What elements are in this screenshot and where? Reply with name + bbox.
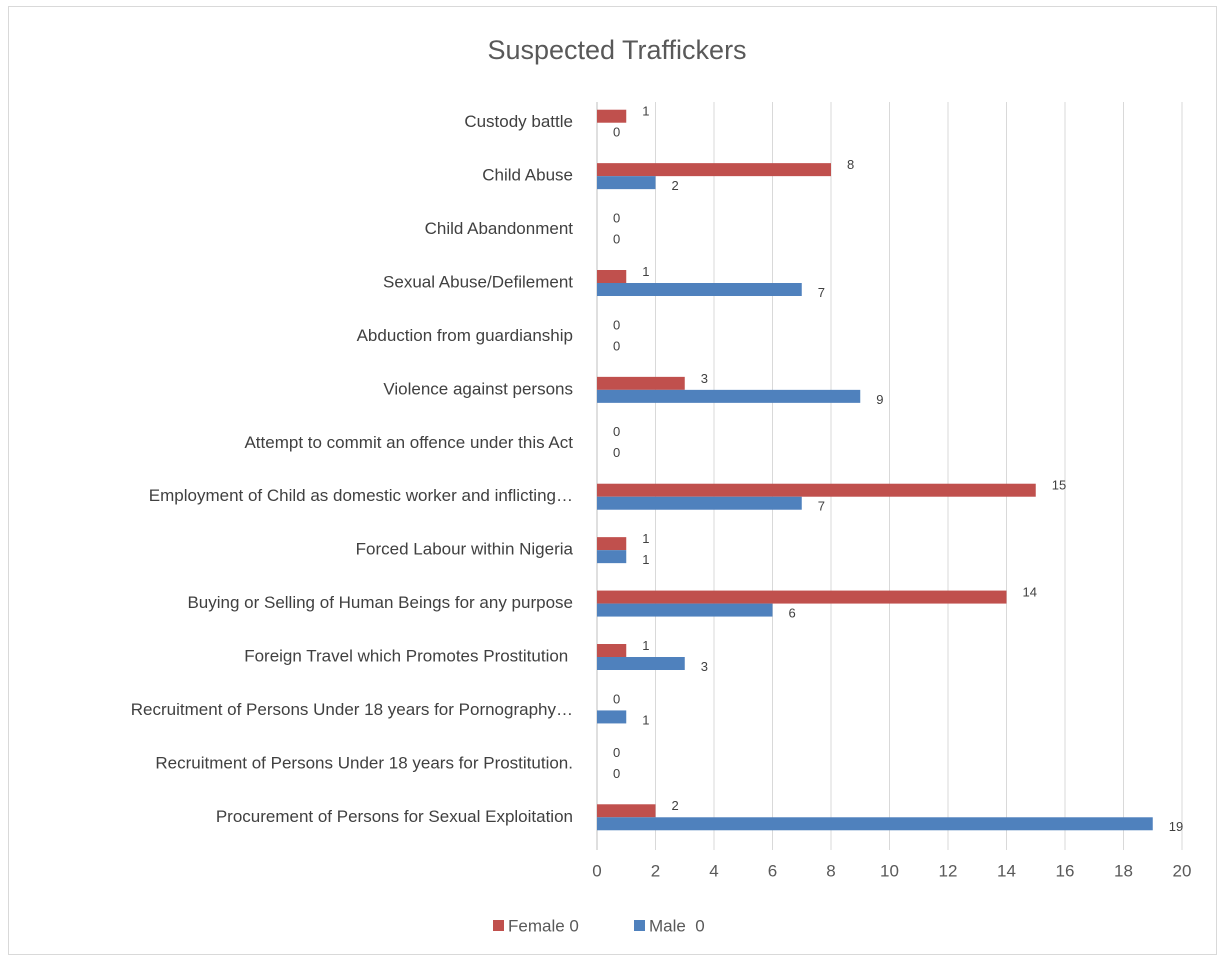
data-label: 15 [1052, 478, 1066, 493]
data-label: 1 [642, 712, 649, 727]
bar [597, 389, 861, 403]
y-tick-label: Custody battle [464, 112, 573, 131]
y-tick-label: Recruitment of Persons Under 18 years fo… [155, 753, 573, 772]
y-tick-label: Recruitment of Persons Under 18 years fo… [131, 700, 573, 719]
y-tick-label: Employment of Child as domestic worker a… [149, 486, 573, 505]
data-label: 2 [672, 798, 679, 813]
bar [597, 376, 685, 390]
bar [597, 483, 1036, 497]
legend-swatch [634, 920, 645, 931]
data-label: 0 [613, 766, 620, 781]
data-label: 1 [642, 552, 649, 567]
data-label: 0 [613, 232, 620, 247]
data-label: 2 [672, 178, 679, 193]
y-tick-label: Violence against persons [383, 379, 573, 398]
x-tick-label: 20 [1173, 861, 1192, 880]
x-tick-label: 4 [709, 861, 718, 880]
bar [597, 657, 685, 670]
bar [597, 537, 627, 551]
data-label: 1 [642, 264, 649, 279]
y-tick-label: Attempt to commit an offence under this … [244, 433, 573, 452]
x-tick-label: 16 [1056, 861, 1075, 880]
data-label: 0 [613, 211, 620, 226]
bar [597, 644, 627, 657]
bar [597, 590, 1007, 604]
x-tick-label: 0 [592, 861, 601, 880]
data-label: 3 [701, 659, 708, 674]
data-label: 0 [613, 691, 620, 706]
data-label: 6 [789, 606, 796, 621]
bar [597, 804, 656, 818]
legend-label: Male 0 [649, 916, 705, 935]
data-label: 0 [613, 445, 620, 460]
y-tick-label: Child Abandonment [425, 219, 574, 238]
data-label: 0 [613, 317, 620, 332]
data-label: 3 [701, 371, 708, 386]
y-tick-label: Procurement of Persons for Sexual Exploi… [216, 807, 573, 826]
x-tick-label: 6 [768, 861, 777, 880]
bar [597, 496, 802, 510]
data-label: 7 [818, 285, 825, 300]
bar [597, 163, 831, 177]
data-label: 0 [613, 424, 620, 439]
data-label: 1 [642, 638, 649, 653]
y-tick-label: Forced Labour within Nigeria [356, 540, 574, 559]
data-label: 1 [642, 104, 649, 119]
x-tick-label: 8 [826, 861, 835, 880]
x-tick-label: 10 [880, 861, 899, 880]
data-label: 8 [847, 157, 854, 172]
legend-swatch [493, 920, 504, 931]
x-tick-label: 18 [1114, 861, 1133, 880]
data-label: 0 [613, 745, 620, 760]
bar [597, 270, 627, 283]
bar [597, 283, 802, 296]
bar [597, 550, 627, 564]
data-label: 7 [818, 499, 825, 514]
bar [597, 817, 1153, 831]
data-label: 1 [642, 531, 649, 546]
chart-title: Suspected Traffickers [487, 35, 746, 65]
y-tick-label: Abduction from guardianship [357, 326, 573, 345]
data-label: 9 [876, 392, 883, 407]
bar [597, 603, 773, 617]
x-tick-label: 14 [997, 861, 1016, 880]
data-label: 14 [1023, 585, 1037, 600]
bar [597, 176, 656, 190]
x-tick-label: 2 [651, 861, 660, 880]
data-label: 0 [613, 125, 620, 140]
x-tick-label: 12 [939, 861, 958, 880]
y-tick-label: Sexual Abuse/Defilement [383, 272, 573, 291]
legend-label: Female 0 [508, 916, 579, 935]
y-tick-label: Child Abuse [482, 166, 573, 185]
data-label: 0 [613, 338, 620, 353]
data-label: 19 [1169, 819, 1183, 834]
y-tick-label: Foreign Travel which Promotes Prostituti… [244, 646, 573, 665]
bar [597, 710, 627, 724]
bar [597, 109, 627, 123]
y-tick-label: Buying or Selling of Human Beings for an… [187, 593, 573, 612]
